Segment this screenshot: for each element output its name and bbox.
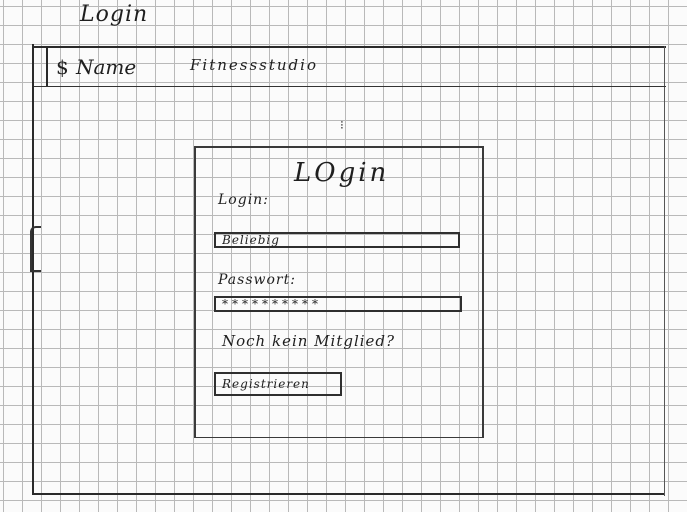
cursor-mark: ⁝ (340, 118, 344, 132)
site-title: Fitnessstudio (190, 56, 318, 74)
header-divider (34, 86, 666, 87)
scrollbar-handle[interactable] (30, 226, 41, 272)
frame-top-border (34, 46, 666, 48)
home-link[interactable]: $ Name (56, 55, 136, 79)
login-input[interactable] (214, 232, 460, 248)
login-label: Login: (218, 192, 269, 208)
login-card: LOgin Login: Passwort: Noch kein Mitglie… (194, 146, 484, 438)
password-label: Passwort: (218, 272, 296, 288)
header-left-border (46, 48, 48, 86)
login-card-title: LOgin (294, 158, 390, 188)
not-member-text: Noch kein Mitglied? (222, 332, 396, 350)
password-input[interactable] (214, 296, 462, 312)
frame-bottom-border (32, 493, 664, 495)
register-button[interactable]: Registrieren (214, 372, 342, 396)
page-heading: Login (80, 2, 149, 27)
home-label: Name (76, 55, 137, 79)
logo-icon: $ (56, 55, 69, 79)
frame-right-border (664, 46, 665, 496)
